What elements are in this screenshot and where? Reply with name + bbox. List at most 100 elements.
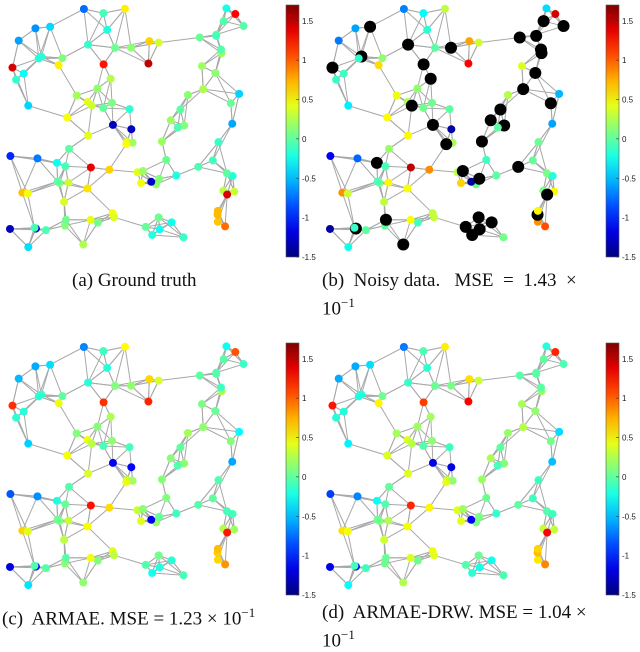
graph-node: [344, 243, 353, 252]
colorbar-tick-label: -1: [622, 214, 630, 223]
graph-node: [86, 215, 95, 224]
graph-node: [86, 501, 95, 510]
graph-node: [475, 512, 484, 521]
graph-node: [392, 429, 401, 438]
graph-edge: [444, 346, 452, 386]
graph-node: [354, 392, 363, 401]
colorbar-gradient: [605, 342, 620, 596]
graph-edge: [434, 47, 469, 64]
graph-node: [332, 75, 341, 84]
graph-node: [344, 439, 353, 448]
graph-edge: [357, 158, 379, 182]
graph-edge: [214, 72, 232, 104]
graph-node: [353, 492, 362, 501]
missing-node: [517, 83, 530, 96]
graph-edge: [9, 155, 29, 194]
graph-edge: [110, 78, 113, 103]
graph-node: [110, 381, 119, 390]
graph-node: [120, 342, 129, 351]
graph-node: [354, 54, 363, 63]
graph-node: [475, 563, 484, 572]
graph-node: [427, 98, 436, 107]
graph-node: [24, 581, 33, 590]
graph-node: [235, 427, 244, 436]
graph-node: [162, 155, 171, 164]
graph-edge: [478, 554, 504, 576]
graph-node: [482, 155, 491, 164]
graph-edge: [407, 382, 424, 403]
graph-node: [211, 406, 220, 415]
graph-edge: [551, 431, 560, 462]
graph-edge: [329, 493, 349, 532]
graph-node: [6, 224, 15, 233]
graph-node: [378, 392, 387, 401]
graph-node: [404, 469, 413, 478]
missing-node: [529, 66, 542, 79]
graph-edge: [472, 572, 504, 576]
graph-node: [64, 516, 73, 525]
graph-edge: [27, 229, 47, 248]
graph-edge: [523, 426, 560, 433]
graph-edge: [534, 410, 552, 442]
graph-node: [31, 362, 40, 371]
graph-node: [383, 113, 392, 122]
graph-node: [84, 131, 93, 140]
graph-node: [24, 439, 33, 448]
graph-edge: [88, 382, 116, 387]
graph-edge: [330, 493, 358, 497]
graph-edge: [82, 560, 99, 583]
graph-edge: [347, 531, 355, 566]
graph-edge: [68, 148, 92, 168]
graph-node: [226, 99, 235, 108]
graph-edge: [83, 346, 89, 383]
graph-edge: [347, 567, 367, 586]
graph-node: [24, 243, 33, 252]
graph-node: [65, 144, 74, 153]
graph-node: [447, 463, 456, 472]
graph-node: [328, 401, 337, 410]
caption-text: (b) Noisy data. MSE = 1.43 ×: [322, 270, 577, 291]
graph-node: [86, 553, 95, 562]
graph-node: [519, 423, 528, 432]
graph-edge: [407, 507, 430, 527]
graph-edge: [329, 566, 349, 586]
graph-edge: [27, 531, 35, 566]
graph-edge: [551, 93, 560, 124]
graph-edge: [106, 346, 126, 369]
graph-node: [64, 178, 73, 187]
graph-node: [430, 43, 439, 52]
graph-node: [79, 240, 88, 249]
graph-node: [228, 509, 237, 518]
graph-edge: [478, 374, 520, 382]
graph-node: [166, 116, 175, 125]
graph-node: [30, 223, 39, 232]
graph-node: [173, 461, 182, 470]
graph-edge: [385, 165, 411, 168]
graph-edge: [341, 192, 355, 228]
graph-node: [72, 429, 81, 438]
graph-edge: [434, 8, 446, 48]
graph-node: [46, 22, 55, 31]
graph-edge: [338, 378, 362, 395]
graph-node: [46, 360, 55, 369]
graph-node: [413, 84, 422, 93]
graph-edge: [341, 158, 358, 193]
graph-node: [482, 493, 491, 502]
graph-node: [230, 525, 239, 534]
missing-node: [402, 38, 415, 51]
graph-edge: [388, 505, 412, 522]
graph-node: [404, 378, 413, 387]
graph-edge: [87, 462, 114, 475]
graph-node: [528, 494, 537, 503]
graph-node: [461, 560, 470, 569]
graph-node: [543, 528, 552, 537]
graph-node: [517, 62, 526, 71]
graph-edge: [407, 526, 434, 552]
graph-node: [148, 568, 157, 577]
graph-node: [385, 144, 394, 153]
graph-node: [33, 492, 42, 501]
graph-edge: [23, 411, 29, 444]
missing-node: [494, 103, 507, 116]
graph-edge: [197, 479, 219, 506]
colorbar-tick-label: 1.5: [302, 355, 314, 364]
